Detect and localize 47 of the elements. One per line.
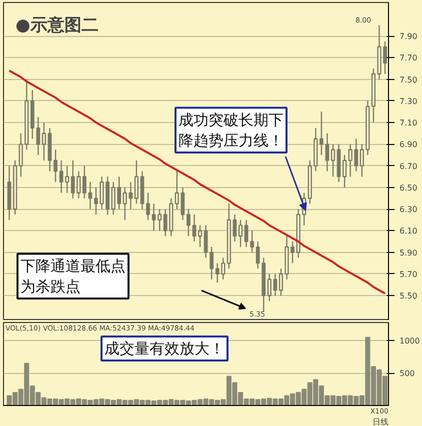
candlestick — [88, 181, 92, 210]
candlestick — [267, 273, 272, 302]
x-axis-title: 日线 — [372, 418, 388, 426]
candlestick — [146, 192, 150, 221]
y-tick-label: 7.70 — [400, 54, 418, 63]
candlestick — [330, 144, 336, 178]
candlestick — [42, 122, 46, 162]
y-tick-label: 500 — [400, 369, 415, 378]
candlestick — [152, 203, 156, 232]
candlestick — [54, 149, 58, 183]
y-tick-label: 5.90 — [400, 248, 418, 258]
candlestick — [325, 132, 330, 172]
candlestick — [256, 240, 260, 270]
line-series — [8, 70, 386, 294]
candlestick — [244, 219, 248, 248]
candlestick — [320, 111, 324, 156]
candlestick — [82, 165, 86, 199]
y-tick-label: 1000 — [400, 336, 420, 346]
y-tick-label: 6.90 — [400, 140, 418, 150]
candlestick — [238, 219, 243, 248]
candlestick — [198, 224, 202, 248]
y-tick-label: 7.30 — [400, 96, 418, 106]
candlestick — [158, 208, 162, 232]
text: ●示意图二 — [16, 16, 98, 36]
y-tick-label: 7.50 — [400, 75, 418, 84]
y-tick-label: 7.90 — [400, 32, 418, 42]
y-tick-label: 5.70 — [400, 270, 418, 279]
candlestick — [180, 186, 185, 221]
annotation: 成功突破长期下降趋势压力线！ — [178, 110, 284, 150]
annotation: 下降通道最低点为杀跌点 — [20, 256, 126, 296]
y-tick-label: 5.50 — [400, 292, 418, 301]
annotation: 成交量有效放大！ — [104, 340, 224, 358]
candlestick — [134, 160, 139, 204]
candlestick — [174, 170, 179, 210]
candlestick — [36, 116, 40, 156]
candlestick — [210, 246, 214, 280]
y-tick-label: 6.30 — [400, 205, 418, 214]
y-tick-label: 6.50 — [400, 183, 418, 192]
candlestick — [342, 154, 347, 188]
y-tick-label: 6.70 — [400, 162, 418, 171]
candlestick — [186, 208, 190, 237]
candlestick — [232, 214, 237, 242]
candlestick — [204, 224, 208, 258]
candlestick — [360, 144, 364, 178]
candlestick — [250, 230, 254, 253]
y-tick-label: 6.10 — [400, 226, 418, 236]
y-tick-label: 7.10 — [400, 118, 418, 128]
